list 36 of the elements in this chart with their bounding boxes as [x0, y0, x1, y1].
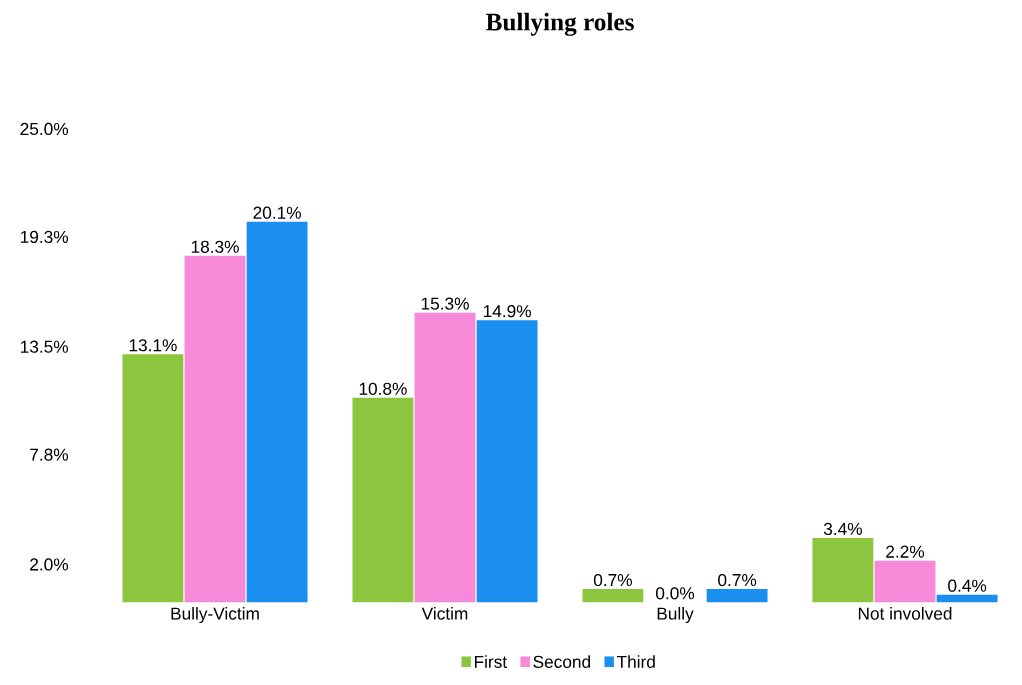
- data-label: 3.4%: [823, 522, 862, 536]
- legend-label: Second: [533, 655, 591, 668]
- x-tick-label: Not involved: [858, 607, 952, 620]
- bar: [414, 312, 476, 603]
- data-label: 10.8%: [359, 382, 407, 395]
- y-tick-label: 7.8%: [30, 448, 69, 461]
- x-tick-label: Bully: [657, 607, 694, 624]
- bar: [936, 594, 998, 603]
- legend-label: Third: [616, 655, 655, 668]
- chart-title: Bullying roles: [485, 12, 634, 36]
- bar: [476, 320, 538, 603]
- y-tick-label: 25.0%: [20, 122, 69, 136]
- bar: [352, 397, 414, 603]
- data-label: 0.7%: [593, 573, 632, 587]
- data-label: 0.4%: [948, 579, 987, 592]
- bar: [812, 537, 874, 603]
- data-label: 14.9%: [483, 305, 531, 318]
- data-label: 18.3%: [191, 240, 239, 253]
- data-label: 13.1%: [129, 339, 177, 352]
- bar: [874, 560, 936, 603]
- x-tick-label: Bully-Victim: [171, 607, 259, 624]
- data-label: 20.1%: [253, 206, 301, 219]
- legend-label: First: [474, 655, 507, 668]
- y-tick-label: 2.0%: [30, 558, 69, 571]
- x-tick-label: Victim: [421, 607, 468, 620]
- y-tick-label: 19.3%: [20, 230, 69, 244]
- bar: [706, 589, 768, 603]
- bar: [184, 255, 246, 603]
- data-label: 15.3%: [421, 297, 469, 310]
- bar: [246, 221, 308, 603]
- bar: [582, 589, 644, 603]
- data-label: 2.2%: [886, 545, 925, 558]
- y-tick-label: 13.5%: [20, 340, 69, 353]
- bar: [122, 354, 184, 603]
- data-label: 0.7%: [718, 573, 757, 587]
- data-label: 0.0%: [655, 587, 695, 600]
